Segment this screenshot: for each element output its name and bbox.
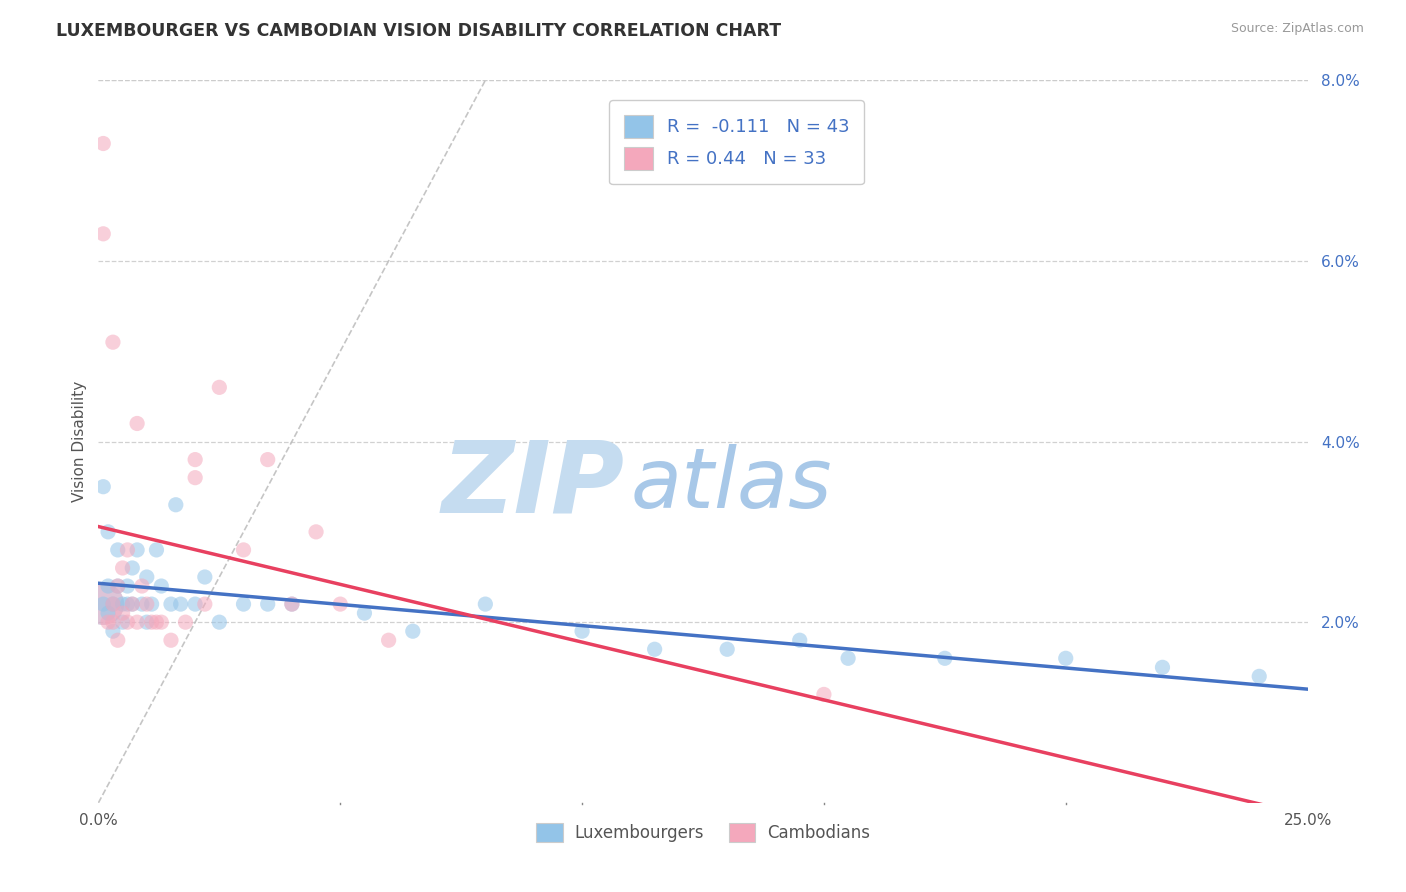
Point xyxy=(1152,660,1174,674)
Point xyxy=(111,561,134,575)
Point xyxy=(107,633,129,648)
Text: LUXEMBOURGER VS CAMBODIAN VISION DISABILITY CORRELATION CHART: LUXEMBOURGER VS CAMBODIAN VISION DISABIL… xyxy=(56,22,782,40)
Point xyxy=(101,615,124,630)
Point xyxy=(127,615,149,630)
Point xyxy=(101,597,124,611)
Point xyxy=(150,579,173,593)
Point xyxy=(232,597,254,611)
Point xyxy=(184,471,207,485)
Point xyxy=(329,597,352,611)
Point xyxy=(91,227,114,241)
Point xyxy=(97,579,120,593)
Point xyxy=(111,597,134,611)
Point xyxy=(256,597,278,611)
Point xyxy=(571,624,593,639)
Point xyxy=(256,452,278,467)
Point xyxy=(121,597,143,611)
Point xyxy=(145,542,167,557)
Point xyxy=(837,651,859,665)
Point xyxy=(644,642,666,657)
Point xyxy=(97,524,120,539)
Point xyxy=(305,524,328,539)
Point xyxy=(107,579,129,593)
Point xyxy=(127,417,149,431)
Point xyxy=(232,542,254,557)
Legend: Luxembourgers, Cambodians: Luxembourgers, Cambodians xyxy=(529,816,877,848)
Point xyxy=(934,651,956,665)
Text: ZIP: ZIP xyxy=(441,436,624,533)
Point xyxy=(160,633,183,648)
Point xyxy=(716,642,738,657)
Point xyxy=(135,615,157,630)
Point xyxy=(97,606,120,620)
Point xyxy=(101,624,124,639)
Point xyxy=(377,633,399,648)
Point xyxy=(281,597,304,611)
Point xyxy=(131,579,153,593)
Point xyxy=(111,615,134,630)
Text: Source: ZipAtlas.com: Source: ZipAtlas.com xyxy=(1230,22,1364,36)
Point xyxy=(169,597,191,611)
Point xyxy=(281,597,304,611)
Point xyxy=(117,597,139,611)
Point xyxy=(101,597,124,611)
Point xyxy=(91,597,114,611)
Point xyxy=(165,498,187,512)
Point xyxy=(184,597,207,611)
Point xyxy=(208,615,231,630)
Point xyxy=(194,597,217,611)
Point xyxy=(117,579,139,593)
Point xyxy=(174,615,197,630)
Point xyxy=(121,597,143,611)
Point xyxy=(474,597,496,611)
Point xyxy=(127,542,149,557)
Point xyxy=(131,597,153,611)
Point xyxy=(1249,669,1271,683)
Text: atlas: atlas xyxy=(630,444,832,525)
Point xyxy=(141,597,163,611)
Point xyxy=(91,480,114,494)
Point xyxy=(208,380,231,394)
Point xyxy=(402,624,425,639)
Point xyxy=(121,561,143,575)
Point xyxy=(91,597,114,611)
Point xyxy=(117,542,139,557)
Y-axis label: Vision Disability: Vision Disability xyxy=(72,381,87,502)
Point xyxy=(107,579,129,593)
Point xyxy=(194,570,217,584)
Point xyxy=(135,570,157,584)
Point xyxy=(117,615,139,630)
Point xyxy=(150,615,173,630)
Point xyxy=(107,542,129,557)
Point xyxy=(111,606,134,620)
Point xyxy=(184,452,207,467)
Point xyxy=(135,597,157,611)
Point xyxy=(97,615,120,630)
Point xyxy=(91,597,114,611)
Point xyxy=(91,136,114,151)
Point xyxy=(789,633,811,648)
Point xyxy=(145,615,167,630)
Point xyxy=(141,615,163,630)
Point xyxy=(1054,651,1077,665)
Point xyxy=(101,335,124,350)
Point xyxy=(353,606,375,620)
Point xyxy=(160,597,183,611)
Point xyxy=(813,687,835,701)
